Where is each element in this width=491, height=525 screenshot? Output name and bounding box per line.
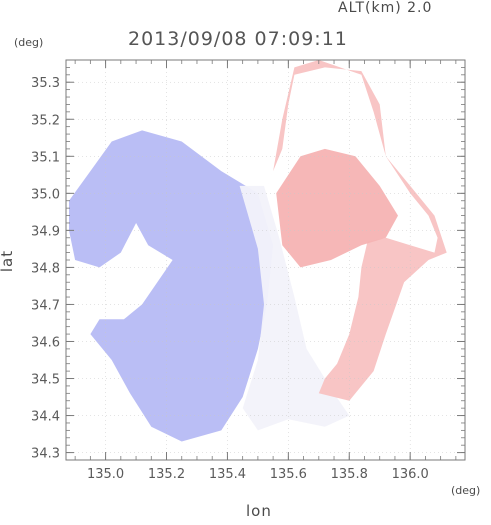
y-tick-label: 35.2 [31, 113, 60, 128]
x-tick-label: 135.2 [148, 467, 185, 482]
x-tick-label: 135.4 [209, 467, 246, 482]
y-tick-label: 34.5 [31, 373, 60, 388]
x-tick-label: 135.0 [87, 467, 124, 482]
y-tick-label: 35.3 [31, 76, 60, 91]
y-tick-label: 34.4 [31, 410, 60, 425]
x-axis-unit: (deg) [451, 484, 481, 497]
altitude-label: ALT(km) 2.0 [338, 0, 433, 16]
field-region-neutral [239, 185, 350, 431]
x-tick-label: 136.0 [392, 467, 429, 482]
y-axis-label: lat [0, 249, 17, 273]
field-region-negative [69, 130, 274, 442]
y-tick-label: 34.8 [31, 261, 60, 276]
y-tick-label: 35.1 [31, 150, 60, 165]
x-axis-label: lon [246, 502, 272, 520]
field-region-positive [267, 60, 447, 401]
y-tick-label: 35.0 [31, 187, 60, 202]
y-tick-label: 34.9 [31, 224, 60, 239]
y-tick-label: 34.3 [31, 447, 60, 462]
x-tick-label: 135.6 [270, 467, 307, 482]
x-tick-label: 135.8 [331, 467, 368, 482]
plot-timestamp: 2013/09/08 07:09:11 [128, 28, 348, 50]
field-region-positive [276, 148, 398, 268]
y-tick-label: 34.7 [31, 298, 60, 313]
y-tick-label: 34.6 [31, 335, 60, 350]
y-axis-unit: (deg) [14, 36, 44, 49]
